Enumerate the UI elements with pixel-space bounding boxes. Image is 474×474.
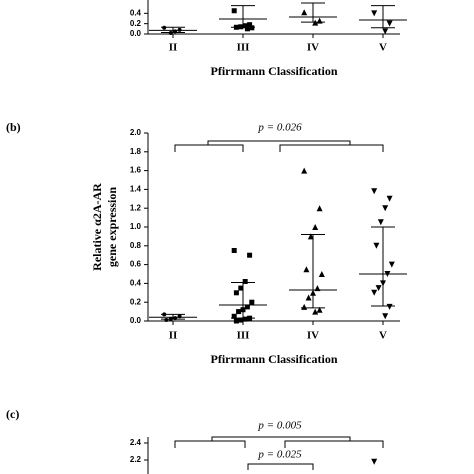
y-tick-label: 1.8: [130, 147, 142, 156]
point: [247, 22, 253, 28]
point: [247, 252, 253, 258]
x-tick-label: V: [379, 330, 387, 342]
point: [231, 8, 237, 14]
x-tick-label: IV: [307, 42, 319, 54]
y-tick-label: 0.0: [130, 29, 142, 38]
y-tick-label: 2.0: [130, 128, 142, 137]
p-value: p = 0.026: [257, 122, 302, 134]
point: [177, 27, 182, 32]
bracket: [174, 440, 246, 448]
point: [373, 242, 380, 249]
point: [312, 308, 319, 315]
y-tick-label: 1.2: [130, 203, 142, 212]
point: [371, 10, 378, 17]
point: [382, 28, 389, 35]
x-axis-label: Pfirrmann Classification: [211, 352, 338, 366]
y-tick-label: 2.2: [130, 455, 142, 464]
point: [242, 316, 248, 322]
point: [382, 313, 389, 320]
y-tick-label: 0.8: [130, 241, 142, 250]
y-axis-label: gene expression: [105, 187, 119, 267]
point: [371, 188, 378, 195]
point: [318, 271, 325, 277]
point: [233, 318, 239, 324]
p-value: p = 0.025: [257, 449, 302, 461]
point: [231, 313, 237, 319]
point: [162, 25, 167, 30]
point: [305, 294, 312, 301]
point: [168, 30, 173, 35]
point: [242, 279, 248, 285]
point: [312, 224, 319, 230]
y-tick-label: 2.4: [130, 438, 142, 447]
point: [249, 299, 255, 305]
y-tick-label: 0.0: [130, 316, 142, 325]
y-tick-label: 0.2: [130, 297, 142, 306]
point: [312, 19, 319, 26]
panel-label: (b): [6, 120, 21, 134]
point: [371, 458, 378, 465]
point: [301, 303, 308, 310]
point: [386, 195, 393, 202]
point: [377, 219, 384, 226]
bracket: [279, 144, 384, 152]
bracket: [247, 463, 314, 470]
point: [316, 306, 323, 313]
x-tick-label: IV: [307, 330, 319, 342]
y-tick-label: 0.4: [130, 8, 142, 17]
y-tick-label: 1.0: [130, 222, 142, 231]
p-value: p = 0.005: [257, 420, 302, 432]
point: [388, 261, 395, 268]
point: [316, 205, 323, 212]
bracket: [174, 144, 244, 152]
point: [244, 26, 250, 32]
x-tick-label: III: [237, 330, 250, 342]
y-tick-label: 0.6: [130, 260, 142, 269]
y-tick-label: 0.4: [130, 279, 142, 288]
point: [316, 17, 323, 24]
point: [375, 285, 382, 292]
y-tick-label: 1.6: [130, 166, 142, 175]
point: [301, 9, 308, 16]
y-tick-label: 0.2: [130, 19, 142, 28]
y-tick-label: 1.4: [130, 185, 142, 194]
point: [238, 285, 244, 291]
point: [249, 25, 255, 31]
point: [238, 24, 244, 30]
point: [301, 167, 308, 174]
point: [233, 290, 239, 296]
panel-label: (c): [6, 407, 19, 421]
x-tick-label: V: [379, 42, 387, 54]
point: [386, 20, 393, 27]
point: [238, 317, 244, 323]
point: [303, 266, 310, 273]
point: [307, 233, 314, 240]
bracket: [207, 140, 351, 145]
point: [382, 205, 389, 212]
point: [386, 303, 393, 310]
point: [244, 304, 250, 310]
bracket: [211, 436, 351, 441]
bracket: [284, 440, 384, 448]
x-tick-label: II: [169, 42, 178, 54]
x-tick-label: III: [237, 42, 250, 54]
x-tick-label: II: [169, 330, 178, 342]
x-axis-label: Pfirrmann Classification: [211, 64, 338, 78]
point: [236, 309, 242, 315]
point: [371, 289, 378, 296]
y-axis-label: Relative α2A-AR: [90, 183, 104, 271]
point: [242, 23, 248, 29]
point: [231, 248, 237, 253]
